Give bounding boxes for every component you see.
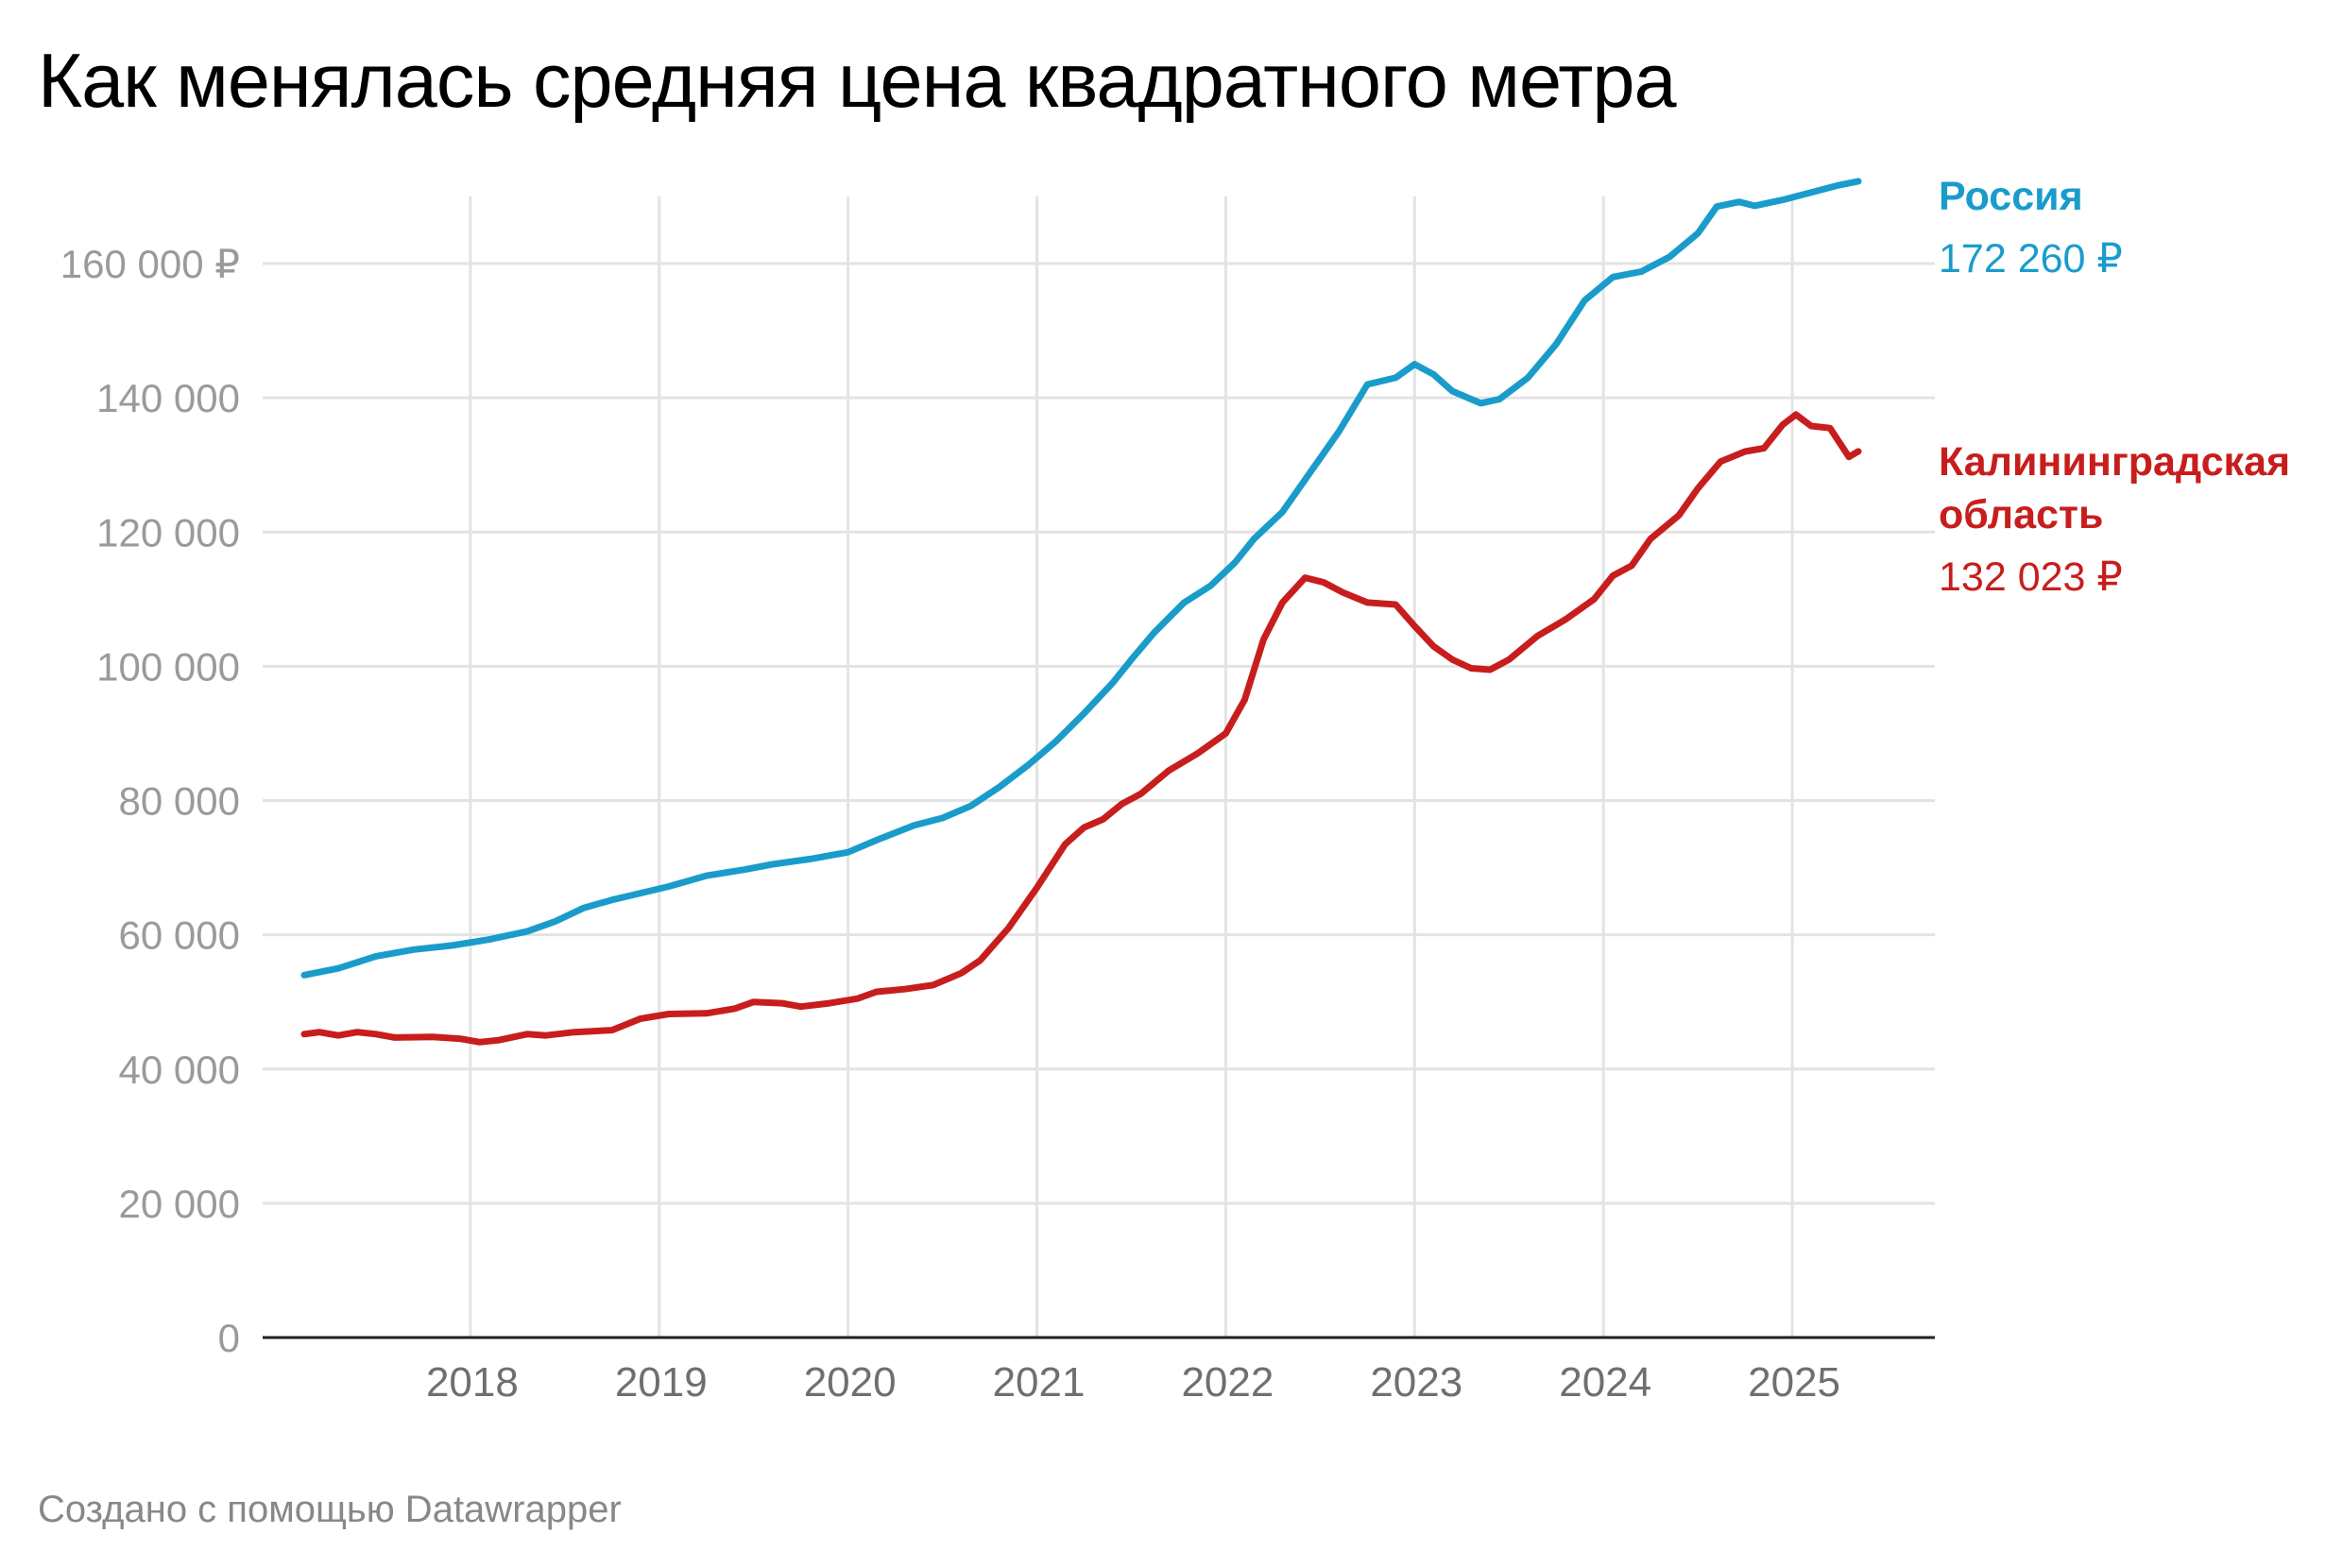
x-tick-label: 2025 [1748, 1359, 1840, 1406]
series-end-labels: Россия 172 260 ₽ Калининградская область 132… [1939, 174, 2290, 600]
series-value-label: 172 260 ₽ [1939, 236, 2123, 281]
y-tick-label: 140 000 [96, 376, 240, 420]
series-name-label: Калининградская область [1939, 439, 2290, 537]
y-tick-label: 160 000 ₽ [60, 242, 240, 286]
horizontal-gridlines [263, 262, 1935, 1205]
datawrapper-credit: Создано с помощью Datawrapper [38, 1489, 622, 1530]
x-tick-label: 2020 [804, 1359, 897, 1406]
x-tick-label: 2024 [1559, 1359, 1651, 1406]
x-axis-tick-labels: 2018 2019 2020 2021 2022 2023 2024 2025 [426, 1359, 1840, 1406]
series-lines [300, 178, 1862, 1046]
y-tick-label: 0 [218, 1316, 240, 1360]
y-tick-label: 100 000 [96, 644, 240, 689]
y-axis-tick-labels: 0 20 000 40 000 60 000 80 000 100 000 120 000 1… [60, 242, 240, 1360]
x-tick-label: 2022 [1181, 1359, 1274, 1406]
vertical-gridlines [469, 196, 1794, 1338]
x-tick-label: 2019 [615, 1359, 708, 1406]
series-name-label: Россия [1939, 174, 2083, 219]
series-line-kaliningrad [300, 411, 1862, 1046]
x-tick-label: 2021 [993, 1359, 1086, 1406]
y-tick-label: 60 000 [119, 913, 240, 958]
x-tick-label: 2023 [1370, 1359, 1462, 1406]
y-tick-label: 80 000 [119, 779, 240, 824]
x-tick-label: 2018 [426, 1359, 519, 1406]
series-line-russia [300, 178, 1862, 979]
y-tick-label: 20 000 [119, 1182, 240, 1226]
chart-title: Как менялась средняя цена квадратного ме… [38, 39, 1677, 124]
y-tick-label: 40 000 [119, 1048, 240, 1092]
y-tick-label: 120 000 [96, 510, 240, 554]
series-value-label: 132 023 ₽ [1939, 554, 2123, 600]
